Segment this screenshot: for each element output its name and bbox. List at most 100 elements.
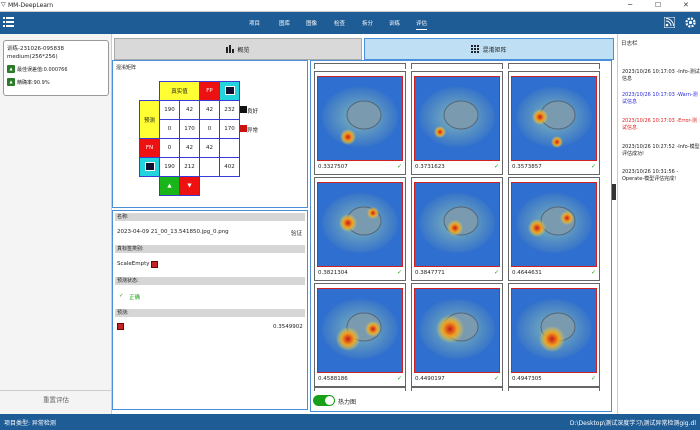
cm-cell[interactable]: 42 [199,138,220,158]
tab-gallery[interactable]: 图库 [279,21,291,27]
image-icon [144,161,155,171]
toggle-bar: 热力图 [311,391,611,411]
gallery-tile[interactable]: 0.4490197 ✓ [411,283,503,387]
check-icon: ✓ [396,269,402,276]
model-loss-row: ▲ 最佳误差值:0.000766 [7,65,68,73]
cm-footer-abnormal: ▼ [179,176,200,196]
cm-header-image[interactable] [219,81,240,101]
name-header: 名称: [115,213,305,221]
gallery-scrollbar[interactable] [612,60,616,410]
gallery-tile[interactable]: 0.4644631 ✓ [508,177,600,281]
cm-cell[interactable]: 402 [219,157,240,177]
minimize-button[interactable]: ─ [628,1,633,9]
cm-header-truth: 真实值 [159,81,200,101]
cm-good-label: 良好 [247,108,259,115]
heatmap-toggle[interactable] [313,395,335,406]
heatmap-graphic [415,183,499,266]
cm-cell[interactable]: 0 [159,119,180,139]
heatmap-label: 热力图 [338,399,357,406]
gallery-tile[interactable]: 0.3821304 ✓ [314,177,406,281]
cm-cell[interactable]: 42 [199,100,220,120]
tab-split[interactable]: 拆分 [362,21,374,27]
accuracy-icon: ▲ [7,78,15,86]
log-title: 日志栏 [621,41,638,47]
prediction-value: 0.3549902 [273,324,303,330]
heatmap-image[interactable] [317,76,403,161]
log-panel: 日志栏 2023/10/26 10:17:03 -Info-测试信息 2023/1… [617,34,700,414]
tab-overview[interactable]: 概览 [114,38,362,60]
image-filename: 2023-04-09 21_00_13.541850.jpg_0.png [117,229,229,235]
heatmap-image[interactable] [317,288,403,373]
reset-evaluation-button[interactable]: 重置评估 [43,396,69,404]
menu-icon[interactable] [3,17,14,27]
heatmap-image[interactable] [414,76,500,161]
model-acc-row: ▲ 精确率:90.9% [7,78,50,86]
settings-icon[interactable] [684,16,697,29]
cm-row-label-predict: 预测 [139,100,160,139]
cm-cell[interactable]: 0 [159,138,180,158]
cm-row-image[interactable] [139,157,160,177]
cm-cell[interactable]: 212 [179,157,200,177]
tab-train[interactable]: 训练 [389,21,401,27]
app-title: MM-DeepLearn [8,2,54,9]
heatmap-graphic [415,289,499,372]
heatmap-graphic [512,183,596,266]
gallery-tile[interactable]: 0.4588186 ✓ [314,283,406,387]
thumbs-down-icon [240,124,247,132]
cm-cell[interactable]: 170 [179,119,200,139]
gallery-tile[interactable]: 0.3731623 ✓ [411,71,503,175]
gallery-tile[interactable]: 0.3327507 ✓ [314,71,406,175]
cm-cell[interactable] [219,138,240,158]
cm-blank [220,177,240,196]
maximize-button[interactable]: ☐ [655,1,662,9]
status-bar: 项目类型: 异常检测 D:\Desktop\测试深度学习\测试异常检测gig.d… [0,414,700,430]
tile-score: 0.4490197 [415,376,445,382]
heatmap-graphic [512,289,596,372]
tab-evaluate[interactable]: 评估 [416,19,428,30]
cm-cell[interactable]: 190 [159,100,180,120]
heatmap-image[interactable] [317,182,403,267]
heatmap-image[interactable] [414,182,500,267]
cm-row-label-fn: FN [139,138,160,158]
image-info-panel: 名称: 2023-04-09 21_00_13.541850.jpg_0.png… [112,210,308,410]
scrollbar-thumb[interactable] [612,184,616,200]
confusion-matrix-panel: 混淆矩阵 真实值 FP 预测 190 42 42 232 良好 0 170 0 … [112,60,308,208]
heatmap-image[interactable] [511,182,597,267]
cm-cell[interactable]: 42 [179,138,200,158]
toggle-knob [325,396,334,405]
cm-cell[interactable]: 232 [219,100,240,120]
cm-cell[interactable]: 170 [219,119,240,139]
thumbs-down-icon: ▼ [187,183,192,189]
model-list-panel: 训练-231026-095838 medium(256*256) ▲ 最佳误差值… [0,34,112,414]
heatmap-graphic [512,77,596,160]
cm-cell[interactable]: 190 [159,157,180,177]
cm-cell[interactable]: 42 [179,100,200,120]
gallery-tile[interactable]: 0.4947305 ✓ [508,283,600,387]
heatmap-image[interactable] [511,288,597,373]
heatmap-gallery: 0.3327507 ✓ 0.3731623 ✓ 0.3573857 ✓ 0.3821304 ✓… [310,60,612,412]
tab-confusion-matrix[interactable]: 混淆矩阵 [364,38,614,60]
close-button[interactable]: ✕ [683,1,689,9]
cm-cell[interactable]: 0 [199,119,220,139]
tab-project[interactable]: 项目 [249,21,261,27]
heatmap-image[interactable] [414,288,500,373]
tile-score: 0.3847771 [415,270,445,276]
cm-footer-good: ▲ [159,176,180,196]
gallery-tile[interactable]: 0.3847771 ✓ [411,177,503,281]
cm-corner [140,82,160,101]
cm-title: 混淆矩阵 [116,65,137,71]
model-card[interactable]: 训练-231026-095838 medium(256*256) ▲ 最佳误差值… [3,40,109,96]
cm-abnormal-label: 异常 [247,127,259,134]
tile-score: 0.3731623 [415,164,445,170]
tab-overview-label: 概览 [237,46,250,54]
gallery-tile[interactable]: 0.3573857 ✓ [508,71,600,175]
truth-color-swatch [151,261,158,268]
tab-image[interactable]: 图像 [306,21,318,27]
tab-check[interactable]: 检查 [334,21,346,27]
check-icon: ✓ [590,269,596,276]
heatmap-image[interactable] [511,76,597,161]
cm-cell[interactable] [199,157,220,177]
rss-icon[interactable] [664,17,675,28]
cm-blank [200,177,220,196]
model-name: 训练-231026-095838 [7,46,64,52]
